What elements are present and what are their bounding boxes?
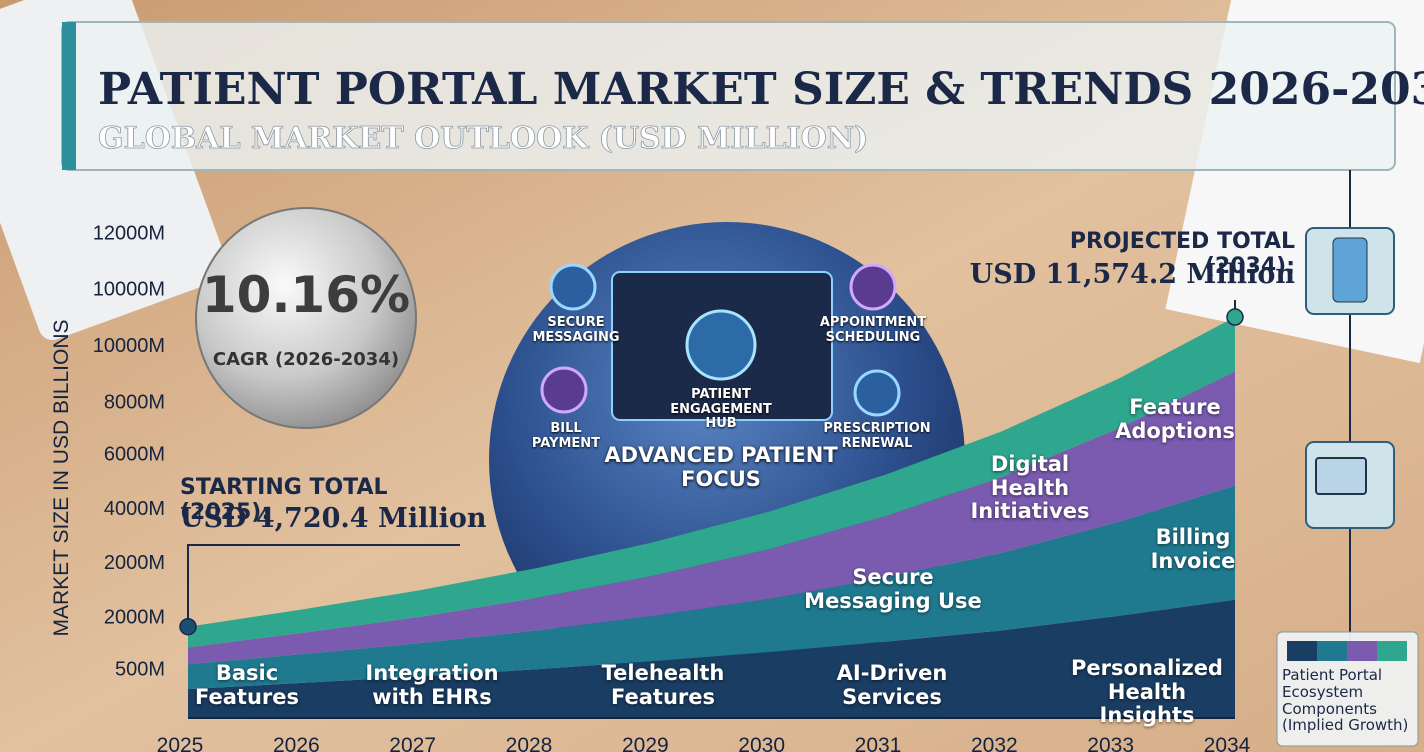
subtitle: GLOBAL MARKET OUTLOOK (USD MILLION) [98, 121, 868, 156]
legend-swatch [1317, 641, 1347, 661]
hub-item-icon [540, 366, 588, 414]
start-connector [187, 544, 460, 627]
cagr-value: 10.16% [202, 266, 410, 324]
x-tick-label: 2032 [971, 734, 1018, 752]
feature-label: Personalized Health Insights [1071, 656, 1223, 728]
feature-label: Telehealth Features [601, 661, 725, 709]
title-accent [62, 22, 76, 170]
feature-label: Digital Health Initiatives [970, 452, 1090, 524]
y-tick-label: 10000M [93, 335, 165, 357]
legend-swatch [1347, 641, 1377, 661]
x-tick-label: 2028 [506, 734, 553, 752]
feature-label: Basic Features [195, 661, 299, 709]
hub-item-icon [853, 369, 901, 417]
y-tick-label: 4000M [104, 498, 165, 520]
x-tick-label: 2029 [622, 734, 669, 752]
hub-item-label: APPOINTMENT SCHEDULING [819, 315, 927, 345]
y-tick-label: 2000M [104, 606, 165, 628]
hub-item-label: SECURE MESSAGING [532, 315, 620, 345]
x-tick-label: 2033 [1087, 734, 1134, 752]
feature-label: Billing Invoice [1150, 525, 1236, 573]
y-tick-label: 2000M [104, 552, 165, 574]
feature-label: Secure Messaging Use [804, 565, 982, 613]
y-axis-label: MARKET SIZE IN USD BILLIONS [50, 319, 73, 636]
start-label: STARTING TOTAL (2025): [180, 475, 388, 525]
hub-item-label: PRESCRIPTION RENEWAL [823, 421, 931, 451]
end-label: PROJECTED TOTAL (2034): [1069, 229, 1295, 279]
y-tick-label: 8000M [104, 392, 165, 414]
x-tick-label: 2027 [389, 734, 436, 752]
end-value: USD 11,574.2 Million [969, 259, 1295, 290]
y-tick-label: 500M [115, 658, 165, 680]
total-dot [1226, 308, 1244, 326]
hub-item-icon [849, 263, 897, 311]
legend-swatch [1287, 641, 1317, 661]
total-dot [179, 617, 197, 636]
feature-label: AI-Driven Services [836, 661, 948, 709]
y-tick-label: 6000M [104, 444, 165, 466]
area-band [188, 599, 1235, 718]
legend-title: Patient Portal Ecosystem Components (Imp… [1282, 666, 1409, 735]
x-tick-label: 2025 [157, 734, 204, 752]
start-value: USD 4,720.4 Million [180, 503, 487, 534]
chart: 12000M 10000M 10000M 8000M 6000M 4000M 2000M 20… [93, 222, 1407, 752]
area-band [188, 317, 1235, 648]
area-band [188, 485, 1235, 690]
x-tick-label: 2026 [273, 734, 320, 752]
area-band [188, 371, 1235, 665]
hub-item-icon [549, 263, 597, 311]
hub-item-label: BILL PAYMENT [531, 421, 601, 451]
hub-icon [685, 309, 757, 381]
cagr-label: CAGR (2026-2034) [213, 349, 399, 370]
hub-focus-label: ADVANCED PATIENT FOCUS [604, 443, 838, 491]
feature-label: Integration with EHRs [365, 661, 499, 709]
x-tick-label: 2034 [1204, 734, 1251, 752]
hub-center-label: PATIENT ENGAGEMENT HUB [670, 387, 772, 432]
y-tick-label: 12000M [93, 222, 165, 244]
laptop-icon [1315, 457, 1367, 495]
x-tick-label: 2031 [855, 734, 902, 752]
cagr-badge [195, 207, 417, 429]
phone-icon [1332, 237, 1368, 303]
y-tick-label: 10000M [93, 279, 165, 301]
x-tick-label: 2030 [738, 734, 785, 752]
feature-label: Feature Adoptions [1115, 395, 1235, 443]
legend-swatch [1377, 641, 1407, 661]
title: PATIENT PORTAL MARKET SIZE & TRENDS 2026… [98, 64, 1424, 115]
